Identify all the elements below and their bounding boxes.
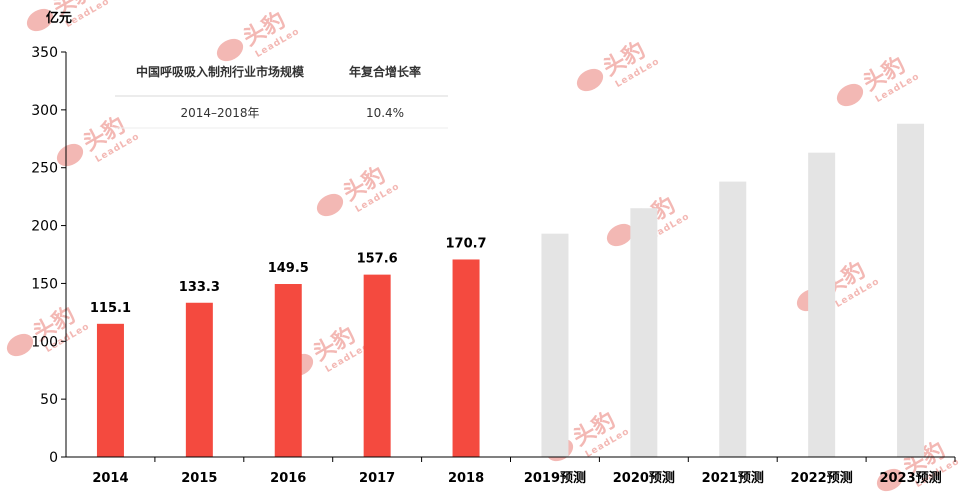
leopard-logo-icon [6, 333, 34, 357]
y-tick-label: 200 [31, 219, 58, 235]
table-cell-period: 2014–2018年 [180, 106, 259, 120]
y-tick-label: 250 [31, 161, 58, 177]
x-category-label: 2020预测 [613, 470, 675, 486]
y-axis: 0 50 100 150 200 250 300 350 [31, 45, 67, 466]
bar-2021预测 [719, 181, 747, 457]
x-category-label: 2021预测 [702, 470, 764, 486]
y-tick-label: 150 [31, 276, 58, 292]
leopard-logo-icon [576, 68, 604, 92]
table-header-market-size: 中国呼吸吸入制剂行业市场规模 [136, 64, 305, 79]
y-tick-label: 50 [40, 392, 58, 408]
bar-2018 [452, 259, 480, 457]
bar-2014 [96, 323, 124, 457]
bar-2019预测 [541, 233, 569, 457]
bars-group: 115.1 133.3 149.5 157.6 170.7 [90, 123, 925, 457]
y-axis-unit-label: 亿元 [46, 10, 72, 26]
x-category-label: 2022预测 [791, 470, 853, 486]
leopard-logo-icon [216, 38, 244, 62]
data-label-2017: 157.6 [357, 252, 398, 267]
leopard-logo-icon [56, 143, 84, 167]
bar-2023预测 [897, 123, 925, 457]
x-category-label: 2015 [181, 471, 217, 486]
x-category-label: 2017 [359, 471, 395, 486]
leopard-logo-icon [316, 193, 344, 217]
x-category-label: 2018 [448, 471, 484, 486]
data-label-2015: 133.3 [179, 280, 220, 295]
y-tick-label: 100 [31, 334, 58, 350]
bar-2016 [274, 284, 302, 457]
x-axis: 2014 2015 2016 2017 2018 2019预测 2020预测 2021预测 20… [66, 456, 956, 486]
x-category-label: 2016 [270, 471, 306, 486]
bar-2020预测 [630, 208, 658, 457]
leopard-logo-icon [836, 83, 864, 107]
table-header-cagr: 年复合增长率 [349, 64, 421, 79]
y-tick-label: 300 [31, 103, 58, 119]
leopard-logo-icon [26, 8, 54, 32]
y-tick-label: 0 [49, 450, 58, 466]
data-label-2016: 149.5 [268, 261, 309, 276]
bar-2022预测 [808, 152, 836, 457]
bar-2015 [185, 302, 213, 457]
leopard-logo-icon [876, 468, 904, 492]
x-category-label: 2019预测 [524, 470, 586, 486]
bar-2017 [363, 274, 391, 457]
x-category-label: 2014 [92, 471, 128, 486]
y-tick-label: 350 [31, 45, 58, 61]
data-label-2018: 170.7 [445, 236, 486, 251]
leopard-logo-icon [606, 223, 634, 247]
data-label-2014: 115.1 [90, 301, 131, 316]
summary-table: 中国呼吸吸入制剂行业市场规模 年复合增长率 2014–2018年 10.4% [115, 64, 448, 129]
x-category-label: 2023预测 [879, 470, 941, 486]
table-cell-cagr-value: 10.4% [366, 106, 404, 120]
